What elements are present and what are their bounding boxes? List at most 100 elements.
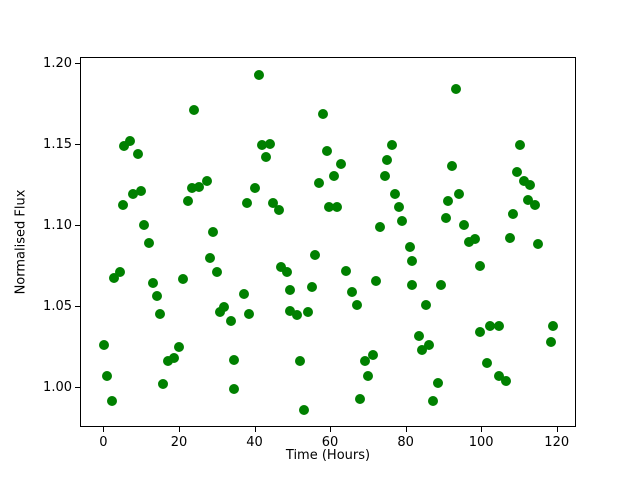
data-point [151,291,162,302]
data-point [169,352,180,363]
data-point [381,154,392,165]
data-point [423,339,434,350]
data-point [363,370,374,381]
data-point [303,307,314,318]
x-tick-mark [556,427,558,432]
y-tick-mark [75,62,80,64]
data-point [532,239,543,250]
data-point [99,339,110,350]
data-point [310,249,321,260]
data-point [188,105,199,115]
data-point [313,178,324,189]
data-point [329,171,340,182]
data-point [211,267,222,278]
y-tick-label: 1.20 [43,55,72,71]
data-point [404,241,415,252]
y-axis-label: Normalised Flux [13,189,29,295]
data-point [321,146,332,157]
data-point [493,370,504,381]
data-point [393,202,404,213]
data-point [136,186,147,197]
data-point [397,216,408,227]
data-point [306,282,317,293]
x-tick-mark [330,427,332,432]
data-point [494,320,505,331]
data-point [463,236,474,247]
data-point [481,358,492,369]
y-tick-mark [75,224,80,226]
data-point [458,219,469,230]
x-tick-label: 100 [468,435,494,450]
data-point [440,213,451,224]
data-point [420,299,431,310]
data-point [163,355,174,366]
data-point [117,199,128,210]
data-point [368,349,378,360]
data-point [324,202,335,213]
data-point [243,309,254,320]
data-point [139,219,150,230]
data-point [417,344,428,355]
y-tick-mark [75,386,80,388]
data-point [155,308,166,319]
data-point [182,196,193,207]
data-point [119,141,130,152]
y-tick-label: 1.00 [43,379,72,395]
data-point [512,167,523,178]
data-point [109,273,120,284]
data-point [469,233,480,244]
x-axis-label: Time (Hours) [285,448,371,463]
plot-area [80,57,576,427]
data-point [106,395,117,406]
data-point [133,149,144,160]
data-point [257,140,268,151]
data-point [341,265,352,276]
x-tick-label: 60 [321,435,339,450]
data-point [428,396,439,407]
data-point [507,209,518,219]
data-point [125,136,136,147]
x-tick-mark [103,427,105,432]
x-tick-label: 80 [397,435,414,450]
data-point [475,326,486,337]
data-point [281,266,292,277]
data-point [515,140,526,151]
data-point [207,227,218,238]
data-point [264,139,275,150]
data-point [318,108,329,119]
data-point [218,301,229,312]
data-point [346,287,357,298]
data-point [144,238,155,249]
data-point [504,232,515,243]
data-point [225,316,236,327]
data-point [336,159,347,170]
data-point [215,307,226,318]
data-point [355,394,366,404]
y-tick-mark [75,305,80,307]
data-point [414,330,425,341]
data-point [250,183,261,194]
data-point [360,356,371,367]
data-point [194,181,205,192]
data-point [241,197,252,208]
data-point [530,199,541,210]
y-tick-label: 1.05 [43,298,72,314]
y-tick-label: 1.15 [43,136,72,152]
data-point [295,355,306,366]
data-point [371,276,382,287]
data-point [450,83,461,94]
y-tick-mark [75,143,80,145]
data-point [522,194,533,205]
x-tick-mark [405,427,407,432]
data-point [157,379,168,390]
data-point [389,188,400,199]
x-tick-label: 120 [544,435,570,450]
data-point [205,253,216,264]
data-point [284,305,295,316]
data-point [545,337,556,348]
x-tick-label: 0 [99,435,108,450]
data-point [102,371,113,382]
data-point [453,188,464,199]
x-tick-label: 20 [170,435,188,450]
